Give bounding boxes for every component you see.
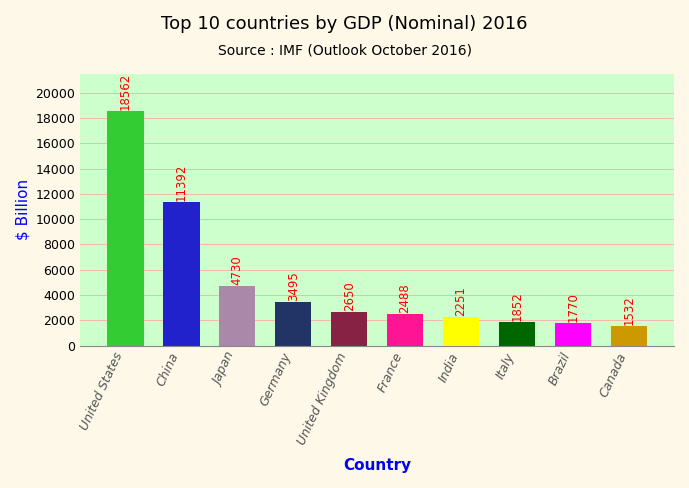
Bar <box>499 323 535 346</box>
Bar <box>387 314 423 346</box>
Text: Source : IMF (Outlook October 2016): Source : IMF (Outlook October 2016) <box>218 44 471 58</box>
Bar <box>219 286 256 346</box>
Text: Top 10 countries by GDP (Nominal) 2016: Top 10 countries by GDP (Nominal) 2016 <box>161 15 528 33</box>
Text: 1852: 1852 <box>511 291 524 321</box>
Y-axis label: $ Billion: $ Billion <box>15 179 30 240</box>
X-axis label: Country: Country <box>343 458 411 473</box>
Bar <box>163 202 200 346</box>
Text: 2650: 2650 <box>342 282 356 311</box>
Text: 2251: 2251 <box>455 286 468 316</box>
Text: 11392: 11392 <box>175 163 188 201</box>
Text: 2488: 2488 <box>399 284 411 313</box>
Bar <box>555 324 591 346</box>
Text: 1770: 1770 <box>566 292 579 323</box>
Bar <box>331 312 367 346</box>
Text: 18562: 18562 <box>119 73 132 110</box>
Text: 3495: 3495 <box>287 271 300 301</box>
Bar <box>275 302 311 346</box>
Text: 4730: 4730 <box>231 255 244 285</box>
Text: 1532: 1532 <box>622 296 635 325</box>
Bar <box>107 111 143 346</box>
Bar <box>610 326 647 346</box>
Bar <box>443 317 480 346</box>
